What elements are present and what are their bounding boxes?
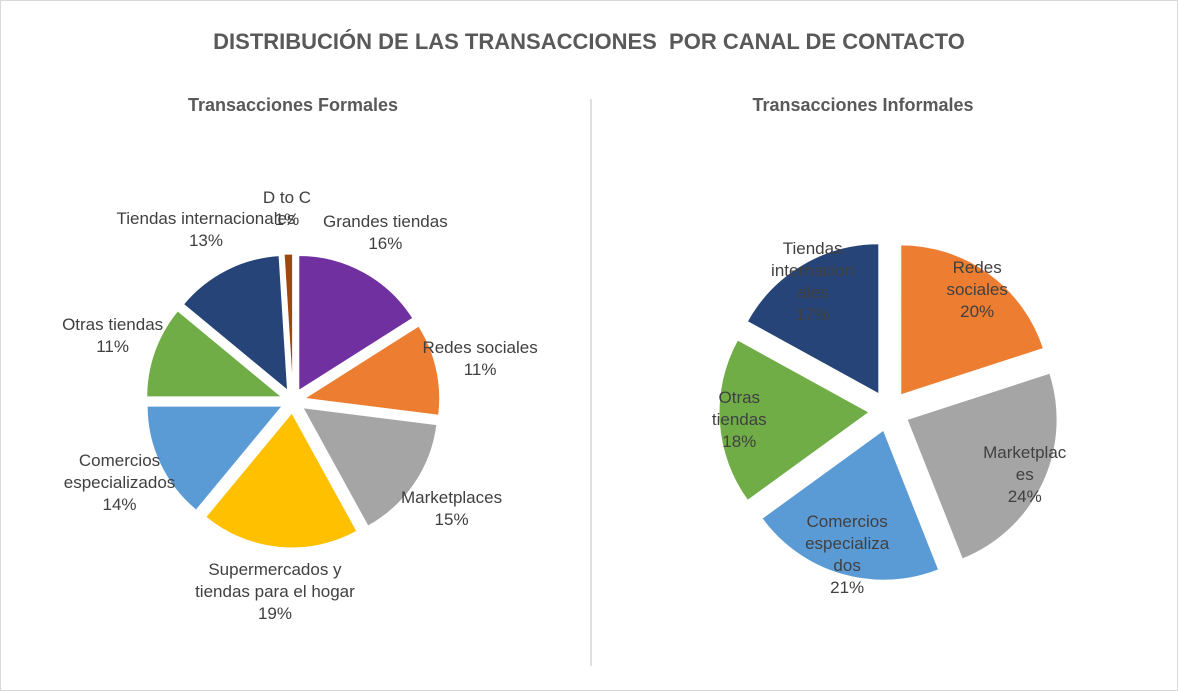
data-label: Grandes tiendas 16% [290, 211, 480, 255]
pie-slice [205, 412, 358, 549]
slice-name: Tiendas internacionales [116, 209, 296, 229]
data-label: Otras tiendas 18% [693, 387, 785, 453]
pie-slice [298, 254, 414, 392]
slice-name: Grandes tiendas [322, 212, 448, 231]
slice-name: Otras tiendas [711, 388, 767, 430]
slice-percent: 16% [368, 234, 403, 253]
slice-percent: 18% [722, 432, 757, 452]
data-label: Tiendas internacionales 17% [767, 238, 859, 326]
slice-name: Marketplaces [983, 442, 1067, 484]
data-label: Comercios especializados 21% [801, 511, 893, 599]
chart-title: DISTRIBUCIÓN DE LAS TRANSACCIONES POR CA… [213, 29, 965, 54]
pie-slice [182, 255, 289, 392]
slice-percent: 17% [795, 304, 830, 324]
slice-name: Otras tiendas [62, 315, 164, 335]
slice-percent: 11% [96, 337, 129, 357]
data-label: D to C 1% [192, 187, 382, 231]
data-label: Tiendas internacionales 13% [111, 208, 301, 252]
pie-slice [900, 244, 1045, 396]
pie-slice [761, 429, 940, 581]
slice-name: Tiendas internacionales [771, 238, 855, 302]
pie-slice [718, 339, 870, 502]
slice-name: Comercios especializados [805, 512, 890, 576]
pie-slice [146, 310, 284, 398]
pie-slice [746, 243, 880, 395]
data-label: Redes sociales 11% [385, 337, 575, 381]
slice-percent: 13% [188, 231, 223, 251]
data-label: Supermercados y tiendas para el hogar 19% [180, 559, 370, 625]
slice-percent: 20% [960, 301, 995, 321]
data-label: Otras tiendas 11% [18, 314, 208, 358]
pie-title: Transacciones Informales [752, 95, 974, 115]
pie-slice [302, 407, 438, 527]
slice-percent: 1% [274, 210, 300, 230]
pie-slice [283, 253, 294, 390]
slice-name: Marketplaces [400, 487, 503, 507]
slice-name: D to C [262, 188, 312, 208]
pie-slice [906, 372, 1058, 560]
data-label: Redes sociales 20% [931, 257, 1023, 323]
pie-slice [146, 405, 284, 511]
slice-percent: 15% [434, 509, 469, 529]
slice-name: Supermercados y tiendas para el hogar [195, 559, 355, 601]
slice-name: Redes sociales [422, 338, 538, 358]
data-label: Marketplaces 15% [357, 487, 547, 531]
slice-percent: 24% [1007, 486, 1042, 506]
slice-percent: 19% [257, 603, 292, 623]
data-label: Marketplaces 24% [979, 442, 1071, 508]
data-label: Comercios especializados 14% [25, 450, 215, 516]
slice-percent: 14% [102, 494, 137, 514]
slice-name: Comercios especializados [63, 450, 176, 492]
pie-title: Transacciones Formales [187, 95, 399, 115]
pie-slice [303, 325, 441, 416]
slice-percent: 21% [830, 578, 865, 598]
slice-name: Redes sociales [946, 257, 1008, 299]
slice-percent: 11% [463, 360, 497, 380]
